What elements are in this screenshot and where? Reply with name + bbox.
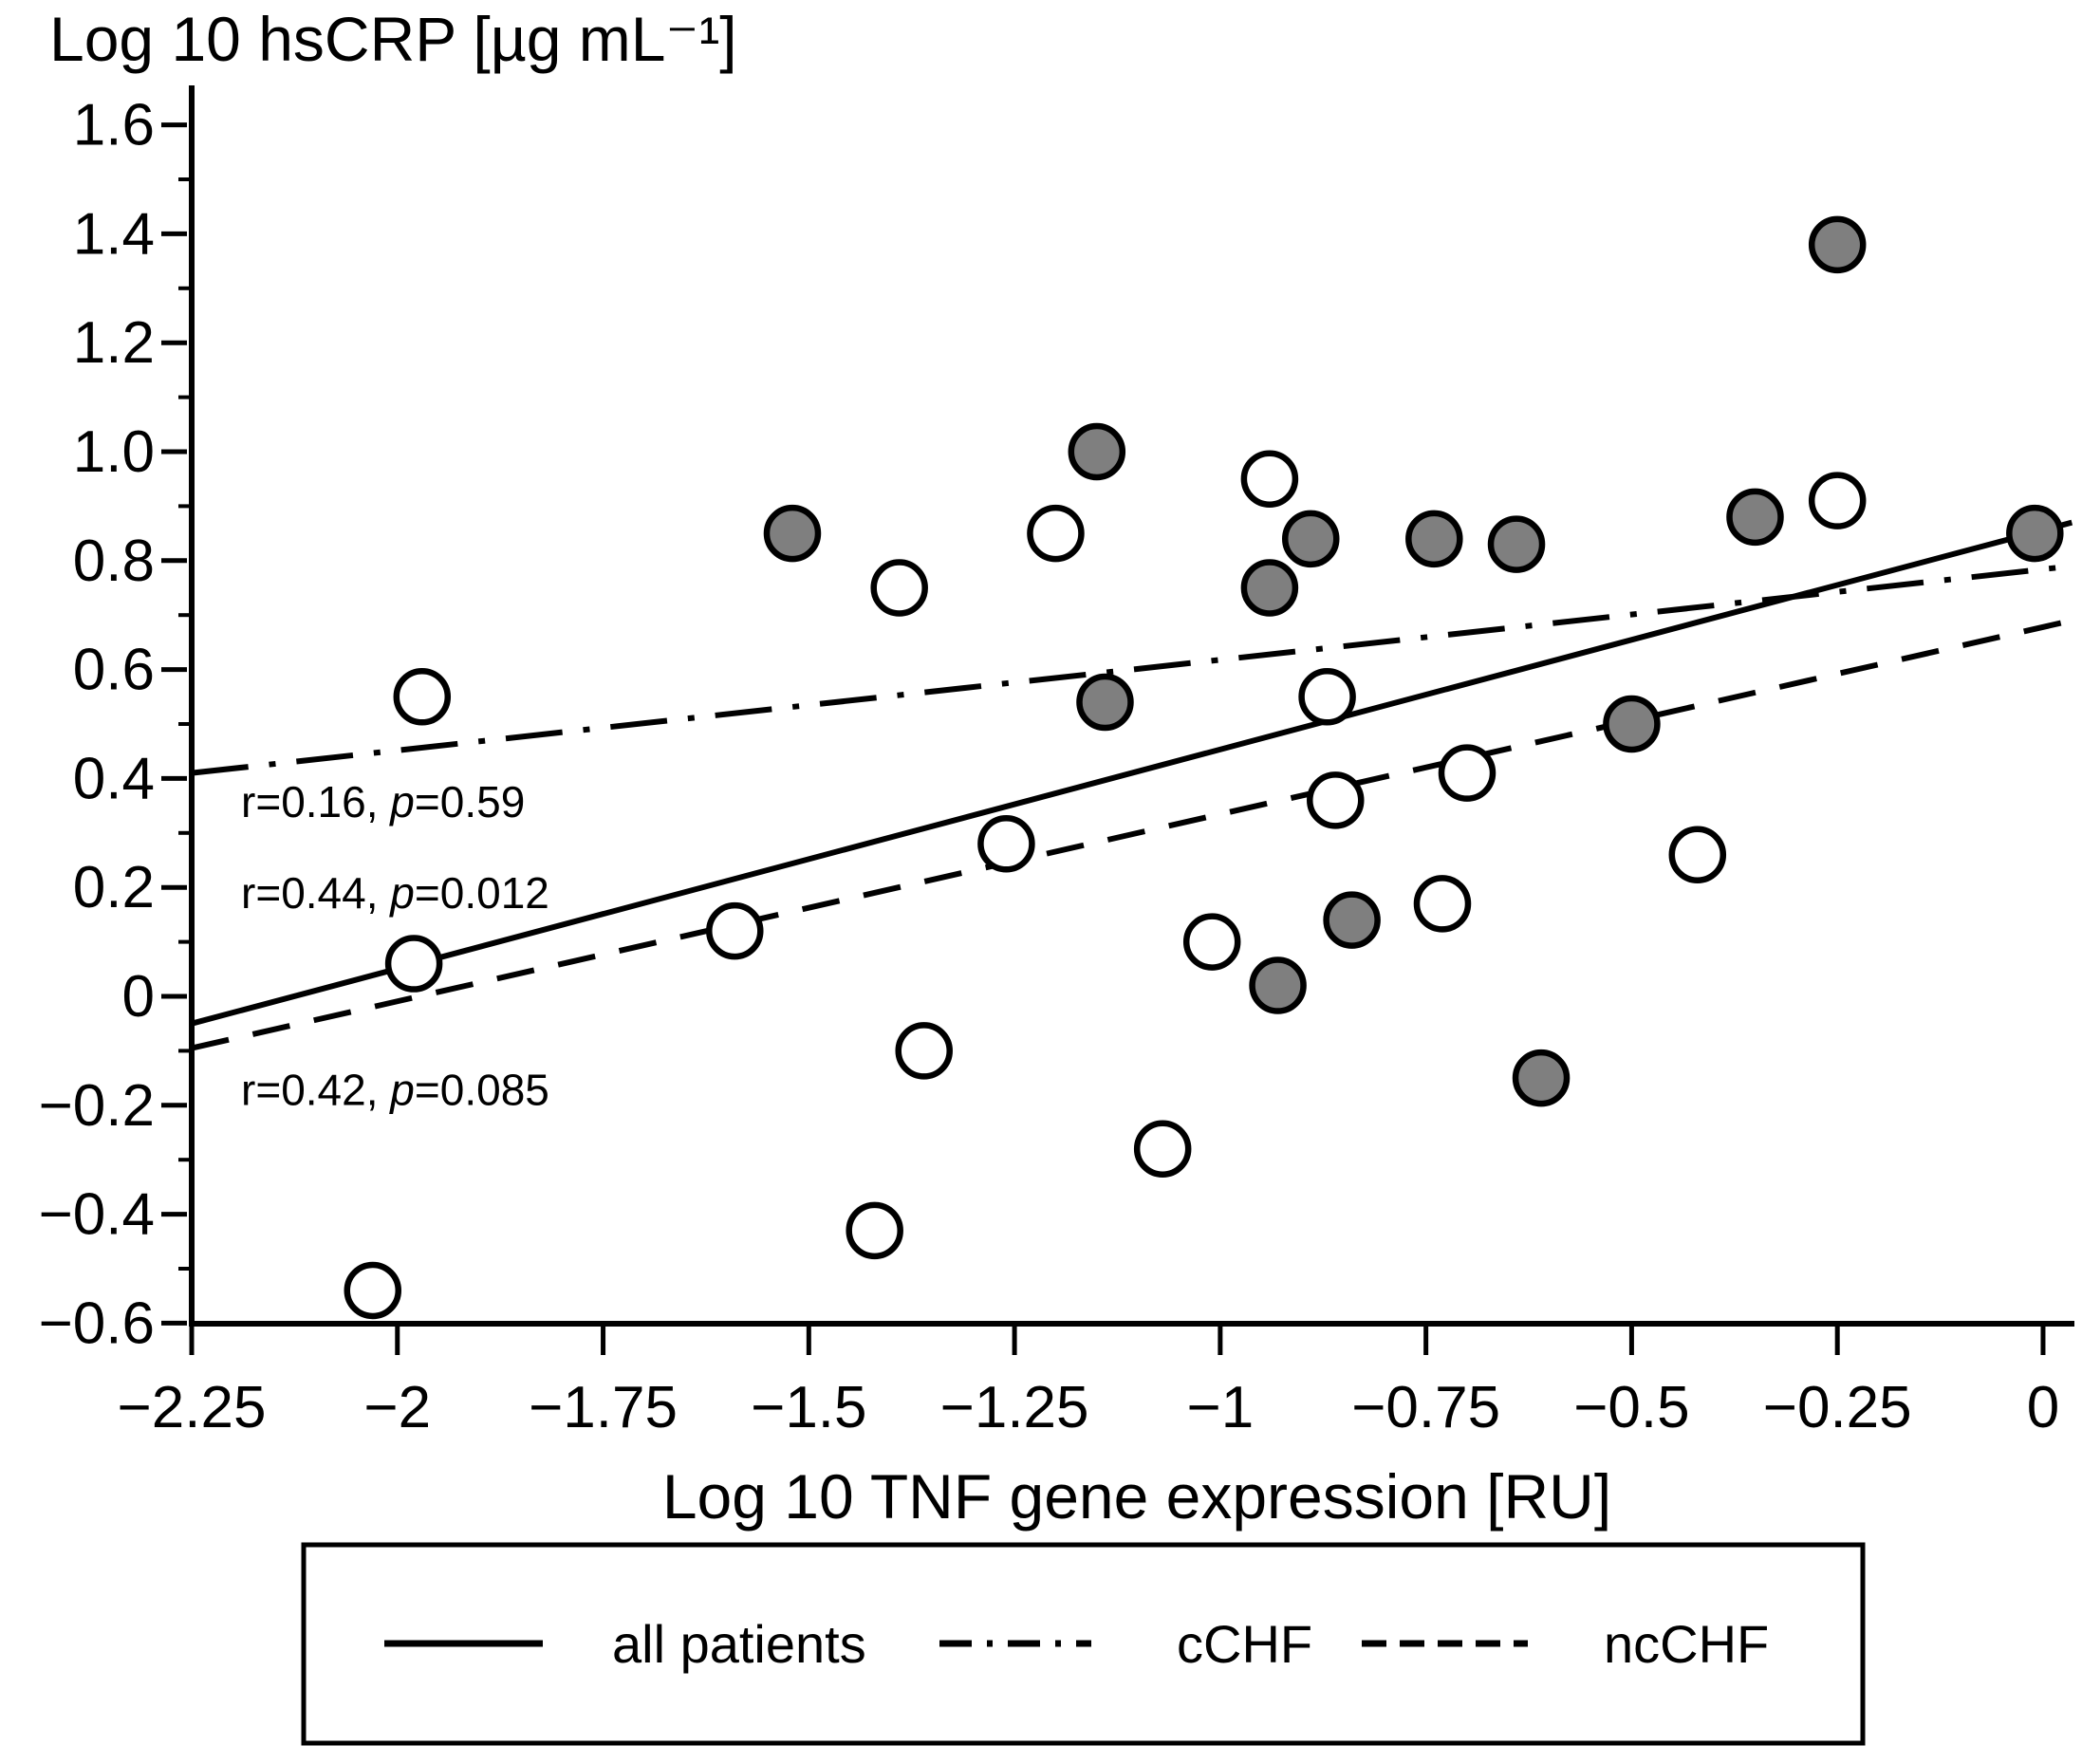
data-point-cchf [1405,510,1463,568]
data-point-cchf [1512,1049,1571,1107]
data-point-cchf [1282,510,1340,568]
x-tick-label: −0.75 [1351,1375,1500,1440]
data-point-cchf [1240,559,1299,617]
data-point-ncchf [1298,668,1356,726]
data-point-ncchf [344,1261,402,1320]
data-point-ncchf [1133,1120,1192,1178]
legend-label-cchf: cCHF [1177,1614,1312,1674]
y-tick-label: 1.6 [73,93,155,158]
annotation-text: r=0.16, p=0.59 [241,777,525,826]
y-tick-label: 0.4 [73,746,155,811]
data-point-ncchf [1808,472,1867,529]
x-tick-label: −1.75 [529,1375,678,1440]
scatter-points [344,215,2064,1320]
x-tick-label: −1 [1187,1375,1255,1440]
data-point-ncchf [870,559,928,617]
y-tick-label: −0.4 [39,1182,155,1248]
data-point-ncchf [1413,875,1472,933]
data-point-ncchf [1438,744,1496,802]
regression-line-cchf [191,563,2073,776]
data-point-ncchf [977,815,1035,873]
y-tick-label: 0.6 [73,638,155,703]
data-point-ncchf [895,1022,953,1080]
annotation-text: r=0.44, p=0.012 [241,868,549,918]
x-tick-label: −1.25 [940,1375,1089,1440]
x-axis-title: Log 10 TNF gene expression [RU] [662,1461,1611,1532]
y-tick-label: 1.4 [73,201,155,267]
x-tick-label: −1.5 [751,1375,866,1440]
data-point-ncchf [1668,826,1727,884]
legend-box [301,1542,1866,1746]
legend: all patients cCHF ncCHF [301,1542,1866,1746]
y-tick-label: 1.0 [73,419,155,485]
data-point-ncchf [1027,504,1085,563]
annotation-text: r=0.42, p=0.085 [241,1066,549,1115]
y-tick-label: 0 [122,964,155,1030]
data-point-cchf [1323,891,1381,949]
x-tick-label: −0.5 [1573,1375,1689,1440]
data-point-cchf [1068,422,1126,481]
y-tick-label: −0.2 [39,1073,155,1139]
data-point-ncchf [393,668,452,726]
regression-line-ncchf [191,618,2073,1051]
y-axis-title: Log 10 hsCRP [µg mL⁻¹] [49,4,737,74]
legend-label-all-patients: all patients [612,1614,866,1674]
data-point-cchf [1808,215,1867,274]
data-point-cchf [1487,515,1546,573]
x-axis: −2.25 −2 −1.75 −1.5 −1.25 −1 −0.75 −0.5 −0.25 0 [118,1321,2074,1440]
regression-lines [191,519,2073,1051]
data-point-cchf [763,504,822,563]
y-tick-label: −0.6 [39,1291,155,1356]
data-point-ncchf [706,901,764,960]
data-point-ncchf [384,935,443,993]
data-point-cchf [1076,673,1134,732]
y-axis: 1.6 1.4 1.2 1.0 0.8 0.6 0.4 0.2 0 −0.2 −0.4 −0.6 [39,85,195,1356]
data-point-ncchf [1307,771,1365,829]
y-tick-label: 0.2 [73,855,155,920]
y-tick-label: 1.2 [73,310,155,376]
data-point-cchf [1726,488,1784,547]
x-tick-label: −2.25 [118,1375,267,1440]
x-tick-label: 0 [2027,1375,2059,1440]
annotations: r=0.16, p=0.59 r=0.44, p=0.012 r=0.42, p=0… [241,777,549,1115]
data-point-ncchf [1240,450,1299,508]
data-point-ncchf [846,1201,903,1260]
data-point-cchf [1249,956,1307,1014]
legend-label-ncchf: ncCHF [1604,1614,1769,1674]
x-tick-label: −0.25 [1763,1375,1912,1440]
regression-line-all-patients [191,519,2073,1027]
x-tick-label: −2 [363,1375,431,1440]
y-tick-label: 0.8 [73,529,155,594]
data-point-ncchf [1182,913,1241,971]
data-point-cchf [2006,504,2064,563]
data-point-cchf [1603,695,1661,753]
